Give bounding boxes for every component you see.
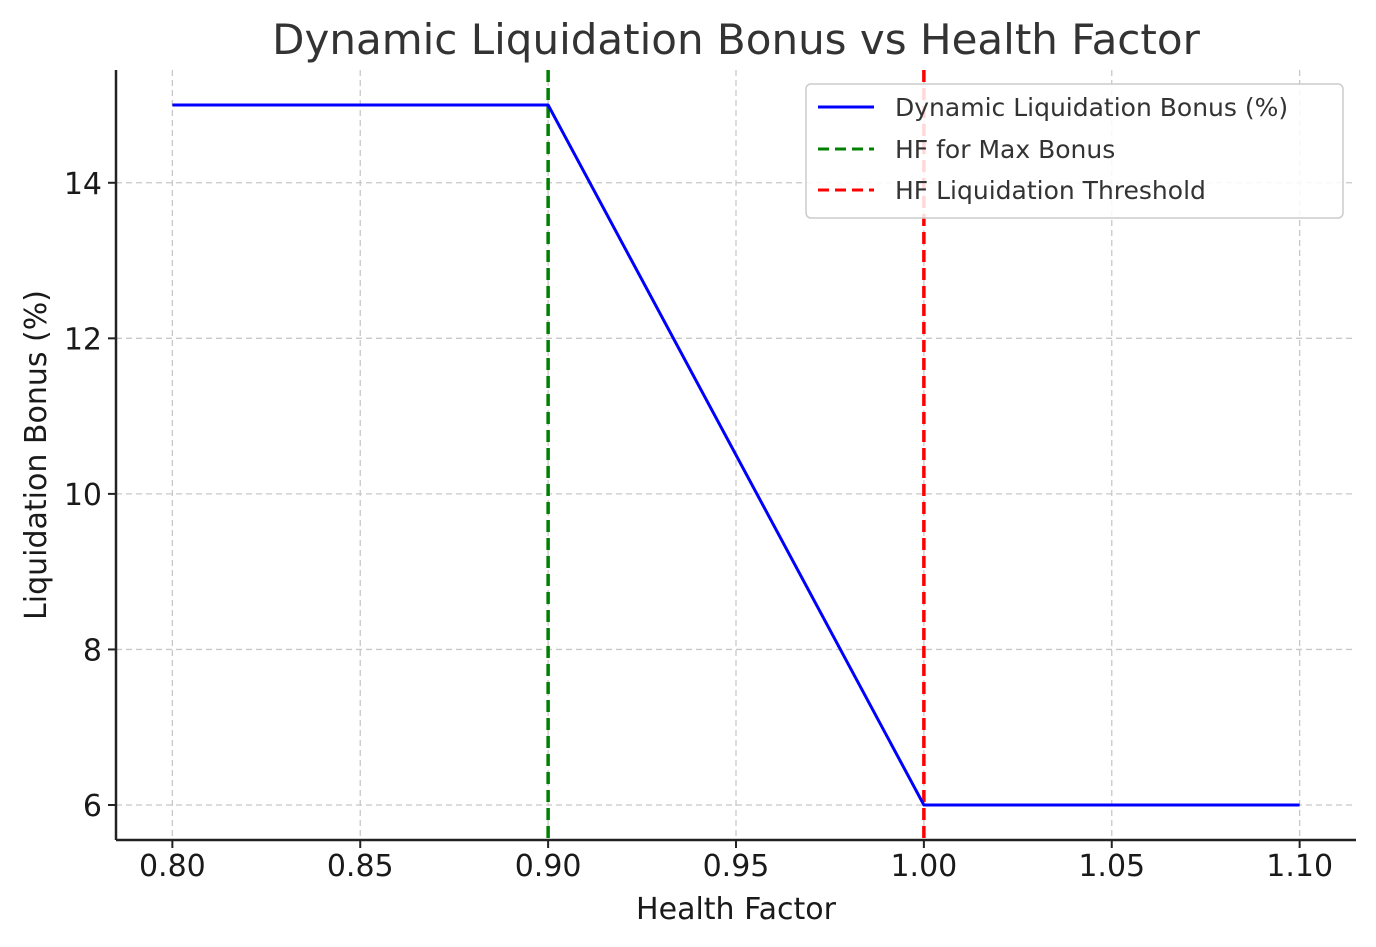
x-tick-label: 0.80 xyxy=(139,849,206,884)
legend-box xyxy=(805,83,1344,219)
legend-label-threshold: HF Liquidation Threshold xyxy=(895,176,1206,205)
y-tick-label: 14 xyxy=(64,167,102,202)
x-tick-label: 1.00 xyxy=(890,849,957,884)
x-tick-label: 0.85 xyxy=(327,849,394,884)
y-tick-label: 8 xyxy=(83,633,102,668)
series-lines xyxy=(172,103,1300,807)
y-tick-label: 6 xyxy=(83,789,102,824)
chart-title: Dynamic Liquidation Bonus vs Health Fact… xyxy=(272,15,1200,64)
y-tick-label: 12 xyxy=(64,322,102,357)
legend: Dynamic Liquidation Bonus (%) HF for Max… xyxy=(805,83,1344,219)
legend-label-max-bonus: HF for Max Bonus xyxy=(895,135,1115,164)
y-axis-ticks: 6 8 10 12 14 xyxy=(64,167,116,824)
x-tick-label: 0.95 xyxy=(703,849,770,884)
x-tick-label: 1.05 xyxy=(1078,849,1145,884)
legend-label-bonus: Dynamic Liquidation Bonus (%) xyxy=(895,93,1288,122)
series-line-bonus xyxy=(172,103,1300,807)
x-axis-ticks: 0.80 0.85 0.90 0.95 1.00 1.05 1.10 xyxy=(139,840,1333,884)
y-axis-label: Liquidation Bonus (%) xyxy=(19,290,54,620)
x-tick-label: 1.10 xyxy=(1266,849,1333,884)
y-tick-label: 10 xyxy=(64,478,102,513)
x-axis-label: Health Factor xyxy=(636,892,837,927)
x-tick-label: 0.90 xyxy=(515,849,582,884)
